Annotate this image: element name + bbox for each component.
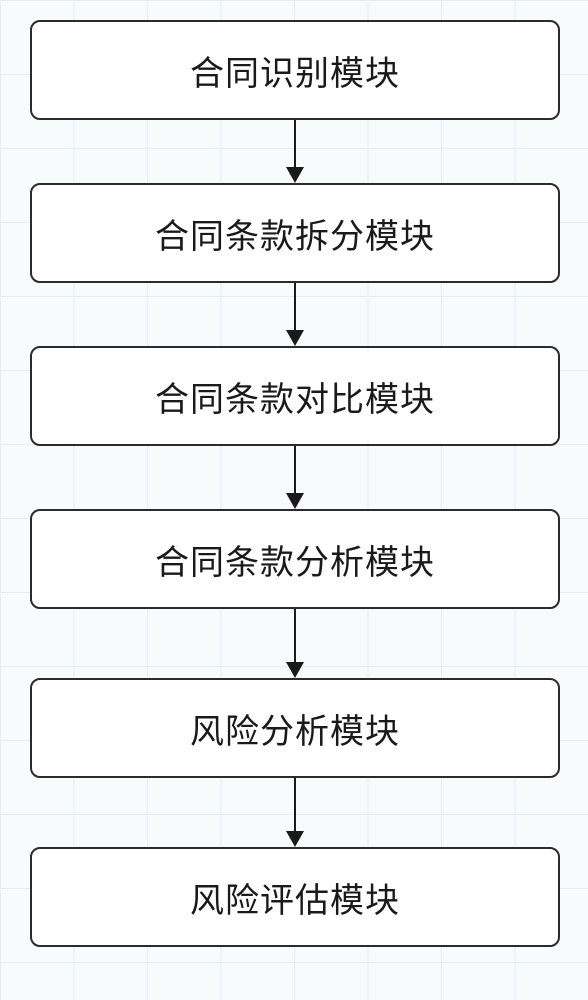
flowchart-node-n3: 合同条款对比模块 <box>30 346 560 446</box>
arrow-down-icon <box>286 283 304 346</box>
flowchart-node-n4: 合同条款分析模块 <box>30 509 560 609</box>
node-label: 合同识别模块 <box>190 46 400 95</box>
node-label: 合同条款拆分模块 <box>155 209 435 258</box>
flowchart-node-n2: 合同条款拆分模块 <box>30 183 560 283</box>
node-label: 合同条款对比模块 <box>155 372 435 421</box>
flowchart-container: 合同识别模块合同条款拆分模块合同条款对比模块合同条款分析模块风险分析模块风险评估… <box>30 20 560 947</box>
arrow-down-icon <box>286 609 304 678</box>
arrow-down-icon <box>286 778 304 847</box>
flowchart-node-n1: 合同识别模块 <box>30 20 560 120</box>
node-label: 风险评估模块 <box>190 873 400 922</box>
arrow-down-icon <box>286 446 304 509</box>
node-label: 合同条款分析模块 <box>155 535 435 584</box>
flowchart-node-n5: 风险分析模块 <box>30 678 560 778</box>
node-label: 风险分析模块 <box>190 704 400 753</box>
arrow-down-icon <box>286 120 304 183</box>
flowchart-node-n6: 风险评估模块 <box>30 847 560 947</box>
